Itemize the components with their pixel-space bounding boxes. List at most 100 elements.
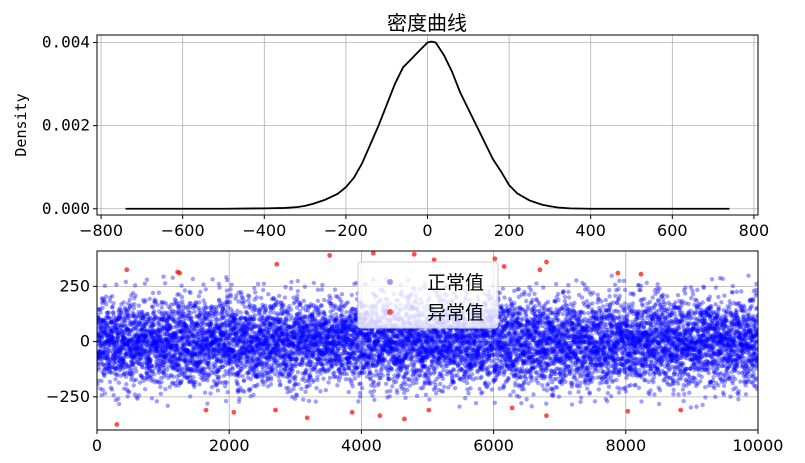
normal-point [124, 387, 130, 392]
normal-point [97, 326, 102, 331]
normal-point [123, 308, 128, 314]
normal-point [104, 313, 110, 319]
normal-point [121, 300, 126, 305]
normal-point [147, 359, 153, 365]
density-y-tick-label: 0.002 [42, 116, 90, 135]
normal-point [238, 310, 243, 315]
normal-point [102, 355, 107, 361]
normal-point [356, 399, 361, 404]
normal-point [171, 313, 177, 318]
normal-point [108, 320, 114, 325]
normal-point [143, 336, 148, 341]
normal-point [112, 324, 118, 329]
normal-point [134, 334, 139, 339]
normal-point [101, 323, 107, 329]
normal-point [115, 364, 121, 369]
normal-point [223, 398, 229, 404]
normal-point [139, 327, 144, 332]
normal-point [101, 349, 107, 355]
normal-point [148, 329, 153, 334]
normal-point [143, 332, 148, 337]
normal-point [97, 331, 103, 336]
normal-point [144, 342, 149, 348]
normal-point [151, 341, 157, 346]
normal-point [143, 333, 149, 338]
normal-point [149, 396, 155, 401]
normal-point [102, 363, 108, 368]
normal-point [149, 344, 154, 349]
density-x-tick-label: 200 [494, 221, 525, 240]
normal-point [109, 329, 115, 335]
normal-point [150, 328, 155, 333]
normal-point [135, 322, 141, 327]
normal-point [115, 335, 120, 340]
normal-point [105, 354, 111, 359]
normal-point [394, 379, 399, 384]
normal-point [142, 326, 148, 332]
normal-point [137, 361, 143, 366]
normal-point [154, 399, 160, 404]
normal-point [123, 307, 128, 312]
normal-point [121, 359, 126, 364]
normal-point [99, 353, 104, 359]
normal-point [150, 369, 155, 375]
normal-point [123, 374, 129, 379]
normal-point [108, 333, 113, 339]
normal-point [107, 356, 112, 362]
normal-point [98, 334, 103, 340]
normal-point [108, 334, 114, 340]
normal-point [144, 360, 149, 366]
normal-point [118, 349, 124, 354]
normal-point [126, 332, 132, 337]
normal-point [137, 311, 142, 317]
normal-point [104, 350, 109, 355]
normal-point [136, 303, 142, 308]
normal-point [179, 294, 185, 300]
normal-point [133, 339, 139, 345]
normal-point [252, 285, 257, 291]
normal-point [128, 321, 133, 327]
normal-point [121, 341, 126, 346]
normal-point [121, 372, 126, 377]
normal-point [170, 275, 176, 280]
normal-point [100, 345, 106, 350]
normal-point [138, 346, 143, 352]
normal-point [311, 280, 317, 286]
normal-point [121, 346, 127, 351]
density-curve-layer [125, 40, 730, 210]
normal-point [144, 371, 150, 377]
normal-point [296, 382, 301, 387]
normal-point [359, 385, 365, 391]
normal-point [152, 329, 157, 335]
normal-point [110, 305, 115, 310]
normal-point [230, 366, 235, 371]
normal-point [112, 347, 117, 352]
normal-point [137, 320, 142, 325]
normal-point [97, 330, 101, 335]
normal-point [124, 362, 129, 367]
normal-point [137, 336, 142, 342]
normal-point [116, 330, 121, 336]
normal-point [126, 363, 131, 369]
normal-point [132, 342, 138, 347]
normal-point [145, 355, 151, 360]
normal-point [108, 339, 114, 345]
normal-point [126, 344, 132, 349]
normal-point [110, 330, 115, 335]
normal-point [148, 329, 153, 335]
normal-point [106, 331, 112, 337]
normal-point [128, 363, 133, 368]
normal-point [133, 360, 139, 365]
normal-point [136, 335, 141, 341]
normal-point [352, 376, 358, 381]
normal-point [139, 314, 144, 319]
normal-point [228, 294, 234, 299]
normal-point [152, 349, 157, 354]
normal-point [97, 318, 100, 324]
normal-point [204, 305, 209, 310]
normal-point [248, 386, 253, 392]
normal-point [133, 365, 138, 371]
normal-point [371, 383, 377, 389]
normal-point [202, 390, 208, 395]
normal-point [97, 312, 100, 318]
